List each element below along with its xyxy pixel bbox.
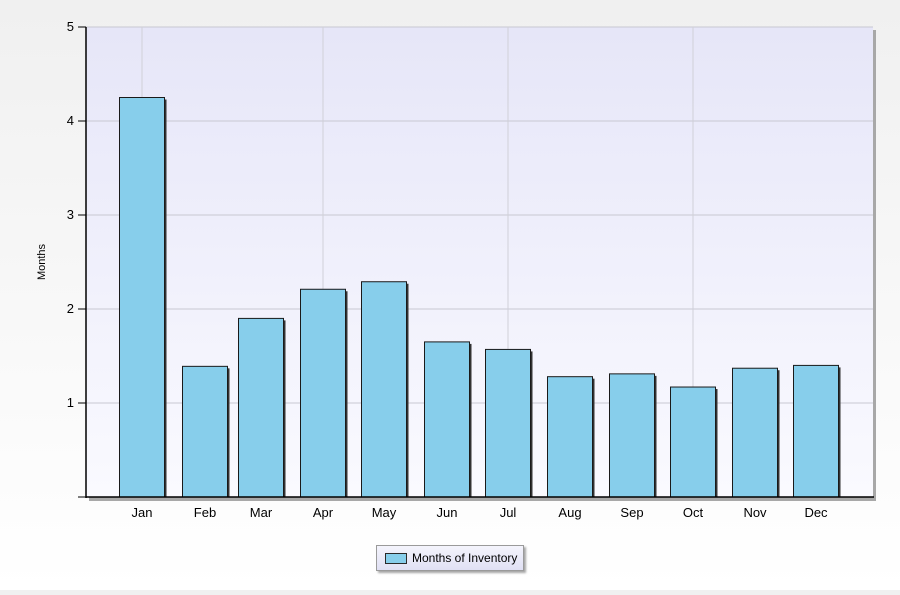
bar-feb bbox=[182, 365, 228, 498]
legend: Months of Inventory bbox=[376, 545, 524, 571]
y-tick-label: 4 bbox=[67, 113, 74, 128]
x-tick-label-aug: Aug bbox=[558, 505, 581, 520]
bar-oct bbox=[670, 386, 716, 498]
bar-aug bbox=[547, 376, 593, 498]
bar-mar bbox=[238, 317, 284, 498]
bars bbox=[119, 97, 841, 498]
bar-sep bbox=[609, 373, 655, 498]
x-tick-label-sep: Sep bbox=[620, 505, 643, 520]
bar-jul bbox=[485, 348, 531, 498]
x-tick-label-mar: Mar bbox=[250, 505, 273, 520]
bar-jan bbox=[119, 97, 165, 498]
x-tick-label-oct: Oct bbox=[683, 505, 704, 520]
y-axis-label: Months bbox=[36, 243, 48, 280]
y-tick-label: 2 bbox=[67, 301, 74, 316]
y-tick-label: 3 bbox=[67, 207, 74, 222]
x-tick-label-apr: Apr bbox=[313, 505, 334, 520]
bar-jun bbox=[424, 341, 470, 498]
bar-dec bbox=[793, 364, 839, 498]
y-tick-label: 1 bbox=[67, 395, 74, 410]
x-tick-label-may: May bbox=[372, 505, 397, 520]
x-tick-label-dec: Dec bbox=[804, 505, 828, 520]
x-tick-label-jan: Jan bbox=[132, 505, 153, 520]
bar-nov bbox=[732, 367, 778, 498]
x-tick-label-jun: Jun bbox=[437, 505, 458, 520]
x-tick-label-jul: Jul bbox=[500, 505, 517, 520]
bar-apr bbox=[300, 288, 346, 498]
tick-labels: 1 2 3 4 5 Jan Feb Mar Apr May Jun Jul Aug Sep Oct Nov De… bbox=[67, 19, 828, 520]
bar-may bbox=[361, 281, 407, 498]
x-tick-label-nov: Nov bbox=[743, 505, 767, 520]
y-tick-label: 5 bbox=[67, 19, 74, 34]
legend-swatch bbox=[385, 552, 407, 564]
x-tick-label-feb: Feb bbox=[194, 505, 216, 520]
axes bbox=[78, 26, 874, 498]
legend-label: Months of Inventory bbox=[412, 551, 518, 565]
